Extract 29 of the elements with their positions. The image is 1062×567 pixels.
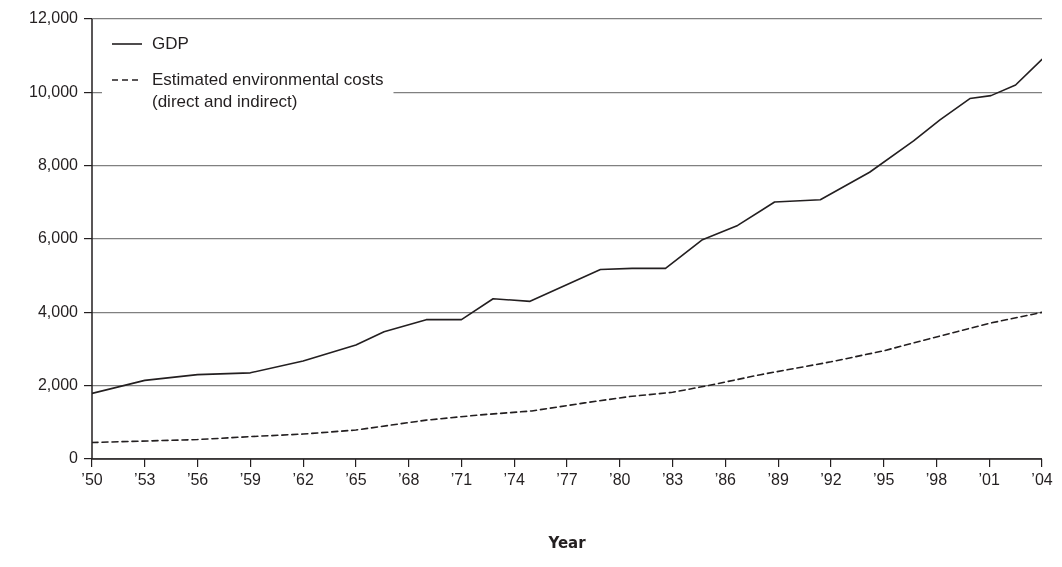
x-tick-label: ’04 [1031,471,1053,489]
x-tick-label: ’01 [978,471,1000,489]
legend-label: GDP [152,33,189,53]
x-tick-label: ’59 [239,471,262,489]
x-tick-label: ’71 [450,471,473,489]
x-tick-label: ’77 [556,471,578,489]
x-tick-label: ’53 [134,471,156,489]
x-tick-label: ’92 [820,471,842,489]
x-tick-label: ’83 [661,471,684,489]
y-tick-label: 6,000 [37,229,79,247]
y-tick-label: 8,000 [37,156,79,174]
x-tick-label: ’86 [714,471,737,489]
x-tick-label: ’95 [872,471,895,489]
x-tick-label: ’98 [925,471,948,489]
x-tick-label: ’62 [292,471,314,489]
x-tick-label: ’50 [81,471,103,489]
y-tick-label: 10,000 [29,82,79,100]
x-tick-label: ’68 [397,471,420,489]
x-tick-label: ’80 [609,471,631,489]
x-tick-label: ’89 [767,471,789,489]
y-tick-label: 2,000 [37,376,79,394]
x-axis-title: Year [547,533,587,552]
legend-label: Estimated environmental costs (direct and indirect) [152,69,384,111]
x-tick-label: ’65 [345,471,367,489]
x-tick-label: ’74 [503,471,525,489]
y-tick-label: 12,000 [29,9,79,27]
y-tick-label: 0 [69,449,79,467]
x-tick-label: ’56 [186,471,209,489]
y-tick-label: 4,000 [37,302,79,320]
